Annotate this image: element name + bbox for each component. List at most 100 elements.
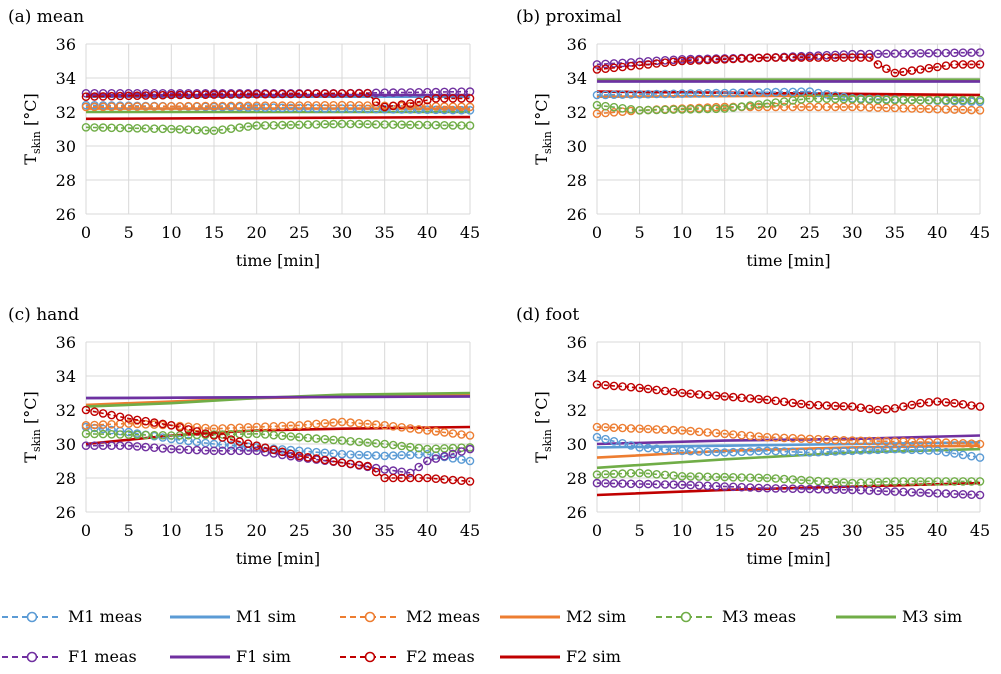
data-point: [431, 474, 441, 484]
data-point: [975, 477, 985, 486]
data-point: [694, 427, 704, 437]
data-point: [779, 433, 789, 443]
data-point: [805, 400, 815, 410]
data-point: [380, 420, 390, 430]
data-point: [371, 451, 381, 460]
x-tick-label: 45: [460, 223, 480, 242]
x-tick-label: 5: [634, 521, 644, 540]
data-point: [831, 401, 840, 411]
data-point: [967, 105, 976, 115]
series-M2m: [81, 100, 475, 112]
data-point: [158, 124, 168, 134]
data-point: [703, 88, 712, 98]
data-point: [286, 103, 296, 113]
data-point: [90, 123, 99, 132]
data-point: [601, 422, 610, 432]
data-point: [890, 49, 900, 58]
data-point: [643, 479, 653, 489]
data-point: [601, 59, 610, 69]
x-tick-label: 35: [374, 223, 394, 242]
y-tick-label: 32: [567, 103, 587, 122]
data-point: [405, 468, 415, 478]
y-tick-label: 26: [56, 503, 76, 522]
data-point: [98, 429, 108, 439]
data-point: [831, 50, 840, 60]
data-point: [107, 441, 116, 451]
data-point: [941, 95, 951, 105]
data-point: [312, 104, 321, 113]
data-point: [848, 436, 857, 445]
data-point: [856, 446, 866, 455]
data-point: [90, 441, 99, 451]
data-point: [107, 123, 116, 133]
legend-label: M2 meas: [406, 607, 480, 626]
data-point: [457, 447, 466, 456]
data-point: [822, 50, 832, 60]
panel-title: (d) foot: [516, 305, 579, 325]
data-point: [737, 393, 747, 403]
data-point: [422, 426, 432, 435]
data-point: [907, 487, 917, 497]
data-point: [814, 400, 823, 410]
meas-line: [86, 444, 471, 474]
legend-swatch-marker: [680, 611, 692, 623]
data-point: [975, 95, 985, 105]
panel-title: (c) hand: [8, 305, 79, 325]
x-tick-label: 20: [246, 521, 266, 540]
series-M3m: [81, 119, 475, 135]
legend-item-F2s: F2 sim: [500, 647, 621, 666]
data-point: [933, 95, 942, 105]
data-point: [916, 477, 925, 486]
data-point: [422, 473, 432, 483]
data-point: [158, 90, 168, 100]
data-point: [618, 104, 627, 113]
data-point: [175, 90, 185, 100]
data-point: [363, 419, 372, 429]
data-point: [132, 89, 142, 98]
data-point: [149, 91, 159, 100]
data-point: [618, 107, 627, 116]
data-point: [907, 95, 917, 105]
data-point: [958, 48, 968, 58]
data-point: [107, 410, 116, 420]
data-point: [618, 62, 627, 72]
data-point: [924, 95, 934, 105]
data-point: [660, 480, 670, 489]
series-F1s: [596, 434, 981, 446]
data-point: [967, 401, 976, 410]
sim-line: [85, 395, 471, 400]
legend-label: M2 sim: [566, 607, 626, 626]
data-point: [677, 388, 687, 398]
data-point: [448, 475, 458, 485]
data-point: [626, 479, 636, 489]
data-point: [745, 447, 755, 456]
x-tick-label: 25: [800, 223, 820, 242]
data-point: [933, 48, 942, 58]
data-point: [950, 48, 959, 58]
data-point: [779, 102, 789, 112]
data-point: [354, 101, 364, 110]
y-tick-label: 26: [567, 503, 587, 522]
data-point: [201, 90, 210, 99]
data-point: [448, 102, 458, 111]
data-point: [652, 105, 661, 115]
data-point: [141, 430, 150, 440]
data-point: [184, 445, 193, 455]
data-point: [192, 427, 202, 436]
data-point: [754, 483, 764, 493]
data-point: [643, 469, 653, 478]
data-point: [703, 428, 712, 437]
data-point: [124, 414, 133, 423]
legend-label: M1 meas: [68, 607, 142, 626]
data-point: [192, 445, 202, 455]
data-point: [899, 49, 908, 58]
data-point: [899, 67, 908, 77]
data-point: [132, 102, 142, 111]
data-point: [797, 53, 806, 62]
data-point: [465, 94, 475, 103]
data-point: [601, 469, 610, 479]
data-point: [788, 433, 798, 443]
data-point: [90, 429, 99, 439]
data-point: [967, 451, 976, 461]
data-point: [397, 450, 407, 460]
